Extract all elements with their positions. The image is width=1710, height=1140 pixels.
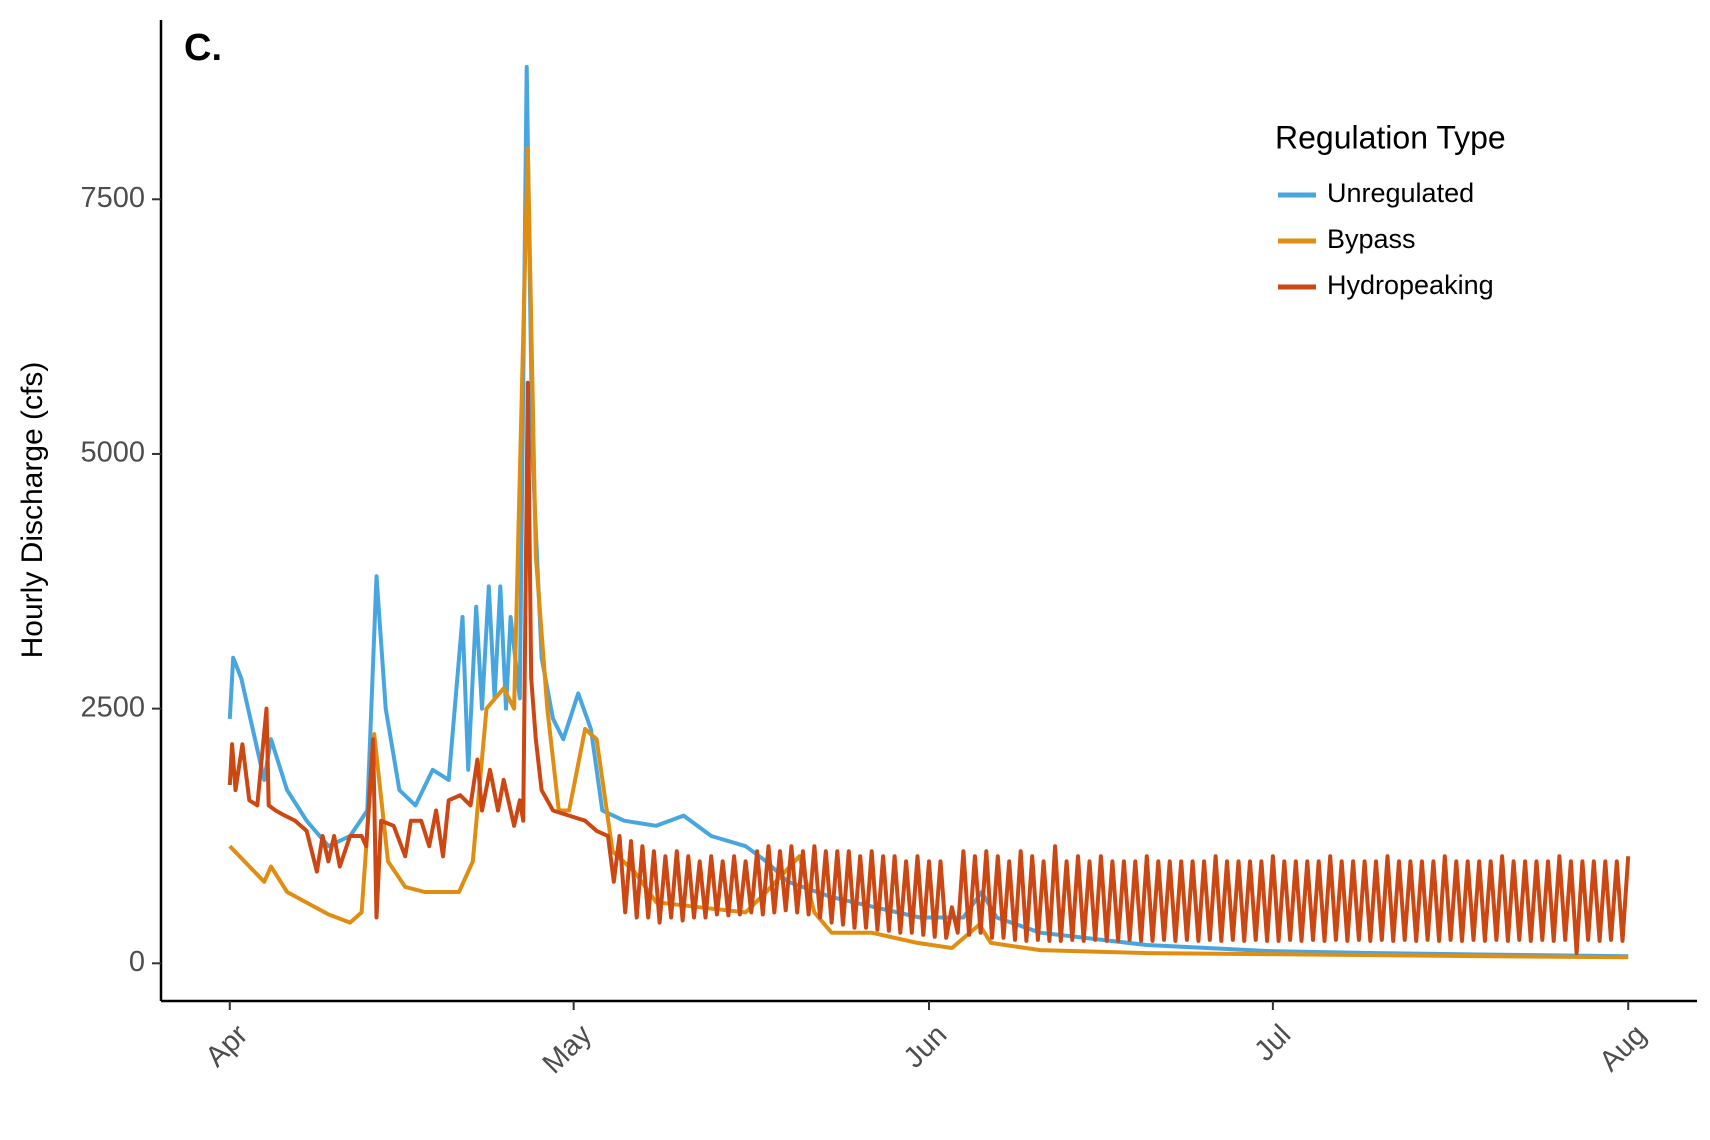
x-tick-label: Jun <box>898 1019 954 1075</box>
legend-label: Unregulated <box>1327 178 1474 208</box>
x-tick-label: Aug <box>1593 1019 1652 1078</box>
x-tick-label: Apr <box>200 1019 255 1074</box>
y-tick-label: 5000 <box>80 437 145 469</box>
y-tick-label: 7500 <box>80 182 145 214</box>
series-line <box>227 380 1631 956</box>
panel-label: C. <box>184 27 222 69</box>
x-tick-label: May <box>537 1018 599 1080</box>
legend-label: Bypass <box>1327 224 1416 254</box>
x-tick-label: Jul <box>1248 1019 1297 1068</box>
legend-title: Regulation Type <box>1275 119 1506 155</box>
legend-label: Hydropeaking <box>1327 270 1494 300</box>
y-tick-label: 0 <box>129 946 145 978</box>
y-axis-title: Hourly Discharge (cfs) <box>16 362 49 659</box>
y-tick-label: 2500 <box>80 691 145 723</box>
